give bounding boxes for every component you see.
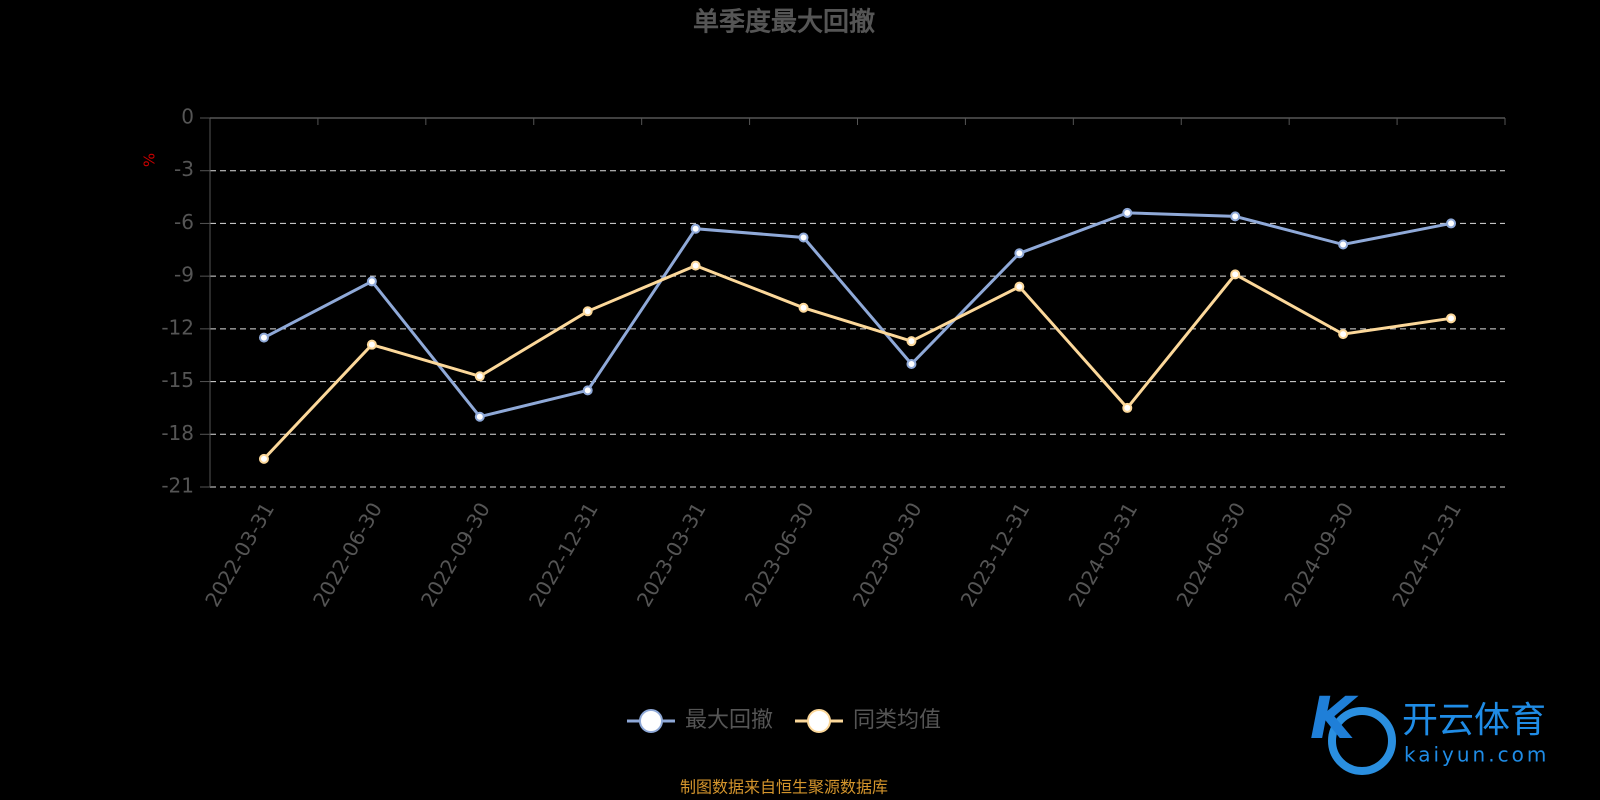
y-tick-label: -9: [174, 263, 194, 287]
legend-item: 最大回撤: [626, 708, 773, 733]
legend-marker: [638, 709, 663, 733]
point: [366, 276, 377, 287]
point: [1122, 402, 1133, 413]
y-tick-label: -12: [161, 315, 194, 339]
legend-marker: [807, 709, 831, 733]
point: [1122, 207, 1133, 218]
point: [474, 411, 485, 422]
watermark-brand: 开云体育: [1402, 700, 1546, 741]
point: [474, 371, 485, 382]
point: [258, 332, 269, 343]
point: [582, 385, 593, 396]
watermark: K 开云体育 kaiyun.com: [1310, 684, 1549, 775]
point: [690, 223, 701, 234]
y-axis-label: %: [141, 153, 159, 167]
point: [1338, 329, 1349, 340]
point: [798, 302, 809, 313]
point: [366, 339, 377, 350]
legend-item: 同类均值: [795, 708, 941, 733]
legend: 最大回撤 同类均值: [626, 708, 941, 733]
point: [1338, 239, 1349, 250]
y-tick-label: -18: [161, 421, 194, 445]
point: [1446, 313, 1457, 324]
series-line: [263, 211, 1452, 419]
y-tick-label: 0: [181, 105, 194, 129]
point: [582, 306, 593, 317]
point: [1230, 269, 1241, 280]
point: [1014, 281, 1025, 292]
point: [690, 260, 701, 271]
point: [906, 359, 917, 369]
y-tick-label: -3: [174, 157, 194, 181]
watermark-site: kaiyun.com: [1404, 743, 1549, 767]
point: [258, 453, 269, 464]
point: [1230, 211, 1241, 222]
legend-label: 最大回撤: [685, 708, 773, 733]
chart-title: 单季度最大回撤: [693, 7, 875, 38]
logo-letter: K: [1310, 684, 1359, 752]
legend-label: 同类均值: [853, 708, 941, 733]
point: [798, 232, 809, 243]
point: [1014, 248, 1025, 259]
logo-ring: [1328, 707, 1396, 775]
y-tick-label: -15: [161, 368, 194, 392]
source-note: 制图数据来自恒生聚源数据库: [680, 778, 888, 797]
point: [906, 336, 917, 347]
point: [1446, 218, 1457, 229]
y-tick-label: -21: [161, 474, 194, 498]
series-line: [262, 263, 1452, 460]
y-tick-label: -6: [174, 210, 194, 234]
